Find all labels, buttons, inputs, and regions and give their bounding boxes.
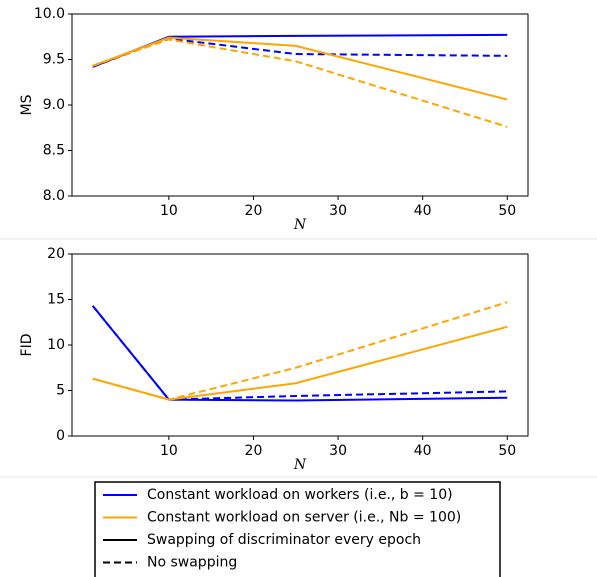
x-tick-label: 10 (160, 443, 178, 459)
x-tick-label: 20 (245, 443, 263, 459)
series-line (92, 325, 508, 401)
legend-label: Constant workload on workers (i.e., b = … (147, 487, 453, 503)
series-line (92, 38, 508, 128)
series-line (91, 305, 508, 402)
x-tick-label: 10 (160, 203, 178, 219)
plot-frame (71, 13, 529, 197)
x-tick-label: 50 (498, 443, 516, 459)
x-tick-label: 30 (329, 203, 347, 219)
y-axis-label: FID (19, 334, 35, 357)
legend-label: Swapping of discriminator every epoch (147, 532, 421, 548)
y-tick-label: 8.0 (43, 188, 65, 204)
series-line (92, 301, 508, 401)
x-tick-label: 40 (414, 443, 432, 459)
y-tick-label: 8.5 (43, 143, 65, 159)
y-tick-label: 10.0 (34, 6, 65, 22)
y-tick-label: 15 (47, 292, 65, 308)
x-axis-label: N (293, 457, 307, 473)
series-line (91, 305, 508, 401)
y-tick-label: 9.5 (43, 52, 65, 68)
y-tick-label: 0 (56, 428, 65, 444)
series-line (92, 37, 508, 68)
x-tick-label: 20 (245, 203, 263, 219)
x-axis-label: N (293, 217, 307, 233)
legend-label: No swapping (147, 555, 237, 571)
legend-box (94, 481, 501, 577)
x-tick-label: 40 (414, 203, 432, 219)
plot-frame (71, 253, 529, 437)
y-tick-label: 9.0 (43, 97, 65, 113)
y-axis-label: MS (19, 94, 35, 115)
x-tick-label: 50 (498, 203, 516, 219)
y-tick-label: 20 (47, 246, 65, 262)
legend-label: Constant workload on server (i.e., Nb = … (147, 510, 461, 526)
x-tick-label: 30 (329, 443, 347, 459)
y-tick-label: 10 (47, 337, 65, 353)
y-tick-label: 5 (56, 383, 65, 399)
series-line (92, 36, 508, 101)
